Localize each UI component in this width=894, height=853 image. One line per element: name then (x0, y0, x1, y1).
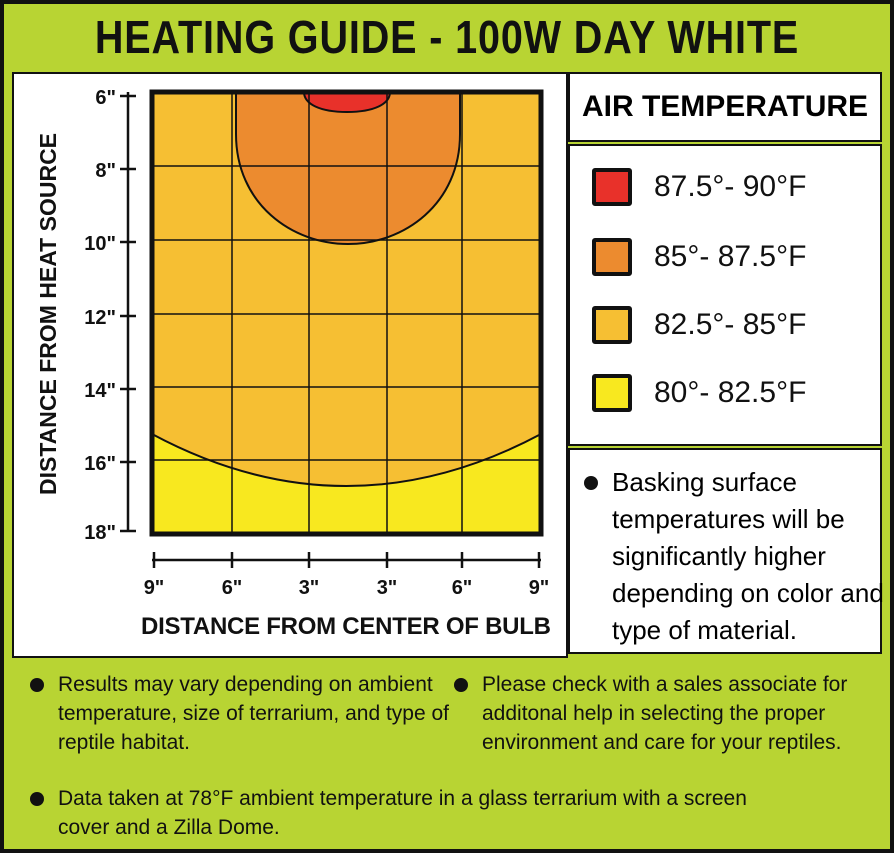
note-text: Please check with a sales associate for … (482, 673, 848, 754)
y-tick-label: 6" (95, 87, 116, 109)
bullet (454, 678, 468, 692)
x-tick-label: 6" (222, 577, 243, 599)
y-tick-label: 12" (84, 307, 116, 329)
grid (152, 92, 541, 534)
legend-label: 87.5°- 90°F (654, 170, 807, 203)
plot-border (149, 89, 544, 537)
note-text: Data taken at 78°F ambient temperature i… (58, 787, 747, 839)
y-tick-label: 14" (84, 380, 116, 402)
legend-label: 80°- 82.5°F (654, 376, 807, 409)
x-tick-label: 3" (377, 577, 398, 599)
legend-swatch (592, 238, 632, 276)
note-text: Results may vary depending on ambient te… (58, 673, 450, 754)
side-note-text: Basking surface temperatures will be sig… (612, 467, 884, 645)
y-tick-label: 16" (84, 453, 116, 475)
x-tick-label: 3" (299, 577, 320, 599)
x-tick-label: 6" (452, 577, 473, 599)
y-tick-label: 10" (84, 233, 116, 255)
y-tick-label: 8" (95, 160, 116, 182)
legend-label: 82.5°- 85°F (654, 308, 807, 341)
y-tick-label: 18" (84, 522, 116, 544)
legend-label: 85°- 87.5°F (654, 240, 807, 273)
legend-item: 80°- 82.5°F (592, 374, 806, 412)
bullet (584, 476, 598, 490)
side-note-box: Basking surface temperatures will be sig… (568, 448, 884, 654)
x-axis-label: DISTANCE FROM CENTER OF BULB (141, 613, 551, 640)
legend-item: 82.5°- 85°F (592, 306, 806, 344)
bullet (30, 678, 44, 692)
x-tick-label: 9" (144, 577, 165, 599)
legend: 87.5°- 90°F 85°- 87.5°F 82.5°- 85°F 80°- 82… (568, 144, 882, 446)
legend-item: 85°- 87.5°F (592, 238, 806, 276)
legend-swatch (592, 374, 632, 412)
x-tick-label: 9" (529, 577, 550, 599)
side-note: Basking surface temperatures will be sig… (584, 464, 894, 649)
legend-swatch (592, 306, 632, 344)
note: Please check with a sales associate for … (454, 670, 882, 757)
bullet (30, 792, 44, 806)
note: Data taken at 78°F ambient temperature i… (30, 784, 758, 842)
zone (235, 91, 461, 246)
zones (151, 91, 542, 534)
heat-chart: 6" 8" 10" 12" 14" 16" 18" 9" 6" 3" 3" 6" 9" DISTANCE… (35, 87, 551, 640)
y-axis-label: DISTANCE FROM HEAT SOURCE (35, 133, 61, 495)
ticks: 6" 8" 10" 12" 14" 16" 18" 9" 6" 3" 3" 6" 9" (84, 87, 549, 599)
legend-title: AIR TEMPERATURE (568, 72, 882, 142)
note: Results may vary depending on ambient te… (30, 670, 458, 757)
legend-item: 87.5°- 90°F (592, 168, 806, 206)
legend-swatch (592, 168, 632, 206)
